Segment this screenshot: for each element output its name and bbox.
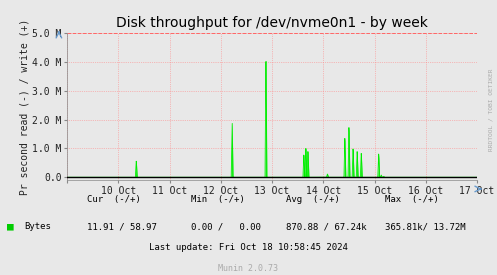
Text: 0.00 /   0.00: 0.00 / 0.00 [191,222,261,231]
Text: 365.81k/ 13.72M: 365.81k/ 13.72M [385,222,466,231]
Text: RRDTOOL / TOBI OETIKER: RRDTOOL / TOBI OETIKER [489,69,494,151]
Text: Min  (-/+): Min (-/+) [191,195,245,204]
Title: Disk throughput for /dev/nvme0n1 - by week: Disk throughput for /dev/nvme0n1 - by we… [116,16,428,31]
Text: 870.88 / 67.24k: 870.88 / 67.24k [286,222,366,231]
Text: Avg  (-/+): Avg (-/+) [286,195,339,204]
Text: Last update: Fri Oct 18 10:58:45 2024: Last update: Fri Oct 18 10:58:45 2024 [149,243,348,252]
Text: Munin 2.0.73: Munin 2.0.73 [219,264,278,273]
Text: Cur  (-/+): Cur (-/+) [87,195,141,204]
Y-axis label: Pr second read (-) / write (+): Pr second read (-) / write (+) [19,18,29,195]
Text: 11.91 / 58.97: 11.91 / 58.97 [87,222,157,231]
Text: Bytes: Bytes [24,222,51,231]
Text: ■: ■ [7,222,14,232]
Text: Max  (-/+): Max (-/+) [385,195,439,204]
